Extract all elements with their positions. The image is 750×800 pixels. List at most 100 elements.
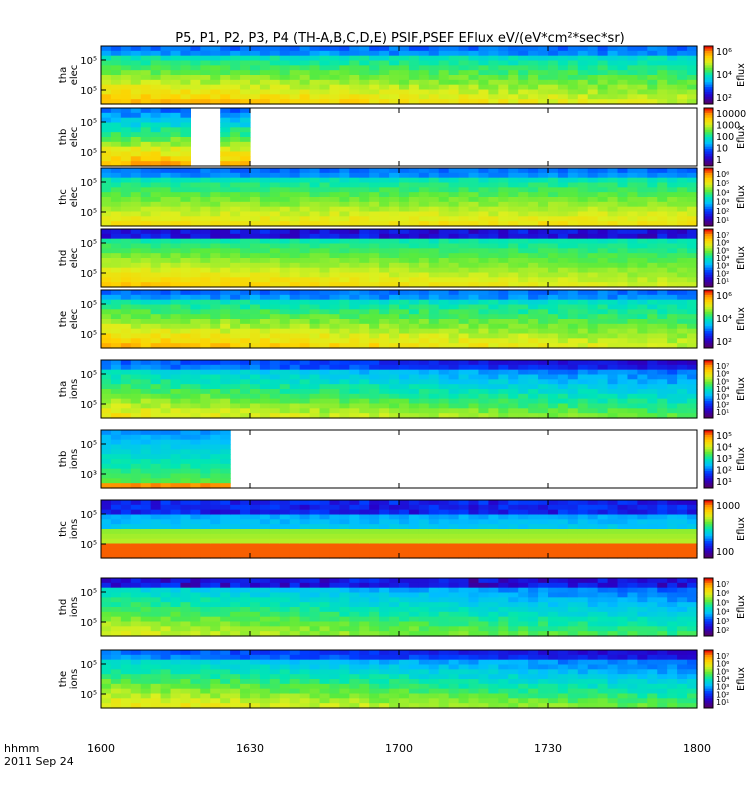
heatmap-cell (687, 323, 698, 330)
heatmap-cell (687, 243, 698, 249)
heatmap-cell (428, 216, 440, 222)
heatmap-cell (269, 529, 281, 535)
heatmap-cell (309, 192, 321, 198)
colorbar-segment (704, 99, 713, 103)
heatmap-cell (120, 75, 132, 81)
heatmap-cell (667, 379, 678, 385)
heatmap-cell (478, 99, 489, 105)
heatmap-cell (687, 514, 698, 520)
heatmap-cell (120, 243, 132, 249)
heatmap-cell (130, 267, 142, 274)
heatmap-cell (557, 206, 569, 213)
heatmap-cell (130, 229, 142, 235)
heatmap-cell (379, 65, 390, 71)
heatmap-cell (587, 548, 599, 554)
heatmap-cell (389, 509, 400, 516)
heatmap-cell (319, 398, 331, 405)
heatmap-cell (577, 514, 589, 520)
colorbar-segment (704, 184, 713, 188)
heatmap-cell (140, 75, 152, 81)
heatmap-cell (657, 60, 668, 66)
heatmap-cell (667, 192, 678, 198)
heatmap-cell (101, 221, 112, 227)
heatmap-cell (180, 46, 191, 52)
heatmap-cell (637, 262, 648, 269)
heatmap-cell (180, 272, 191, 278)
heatmap-cell (240, 333, 251, 339)
heatmap-cell (557, 50, 569, 57)
heatmap-cell (319, 384, 331, 390)
heatmap-cell (389, 398, 400, 405)
heatmap-cell (657, 524, 668, 530)
heatmap-cell (428, 533, 440, 540)
heatmap-cell (627, 211, 638, 217)
heatmap-cell (210, 258, 221, 264)
heatmap-cell (617, 99, 629, 105)
heatmap-cell (299, 168, 311, 174)
heatmap-cell (637, 538, 648, 545)
heatmap-cell (349, 323, 360, 330)
heatmap-cell (577, 360, 589, 366)
heatmap-cell (587, 364, 599, 371)
heatmap-cell (488, 413, 499, 419)
heatmap-cell (319, 50, 331, 57)
heatmap-cell (428, 413, 440, 419)
colorbar-segment (704, 75, 713, 78)
heatmap-cell (379, 182, 390, 188)
heatmap-cell (518, 94, 529, 100)
heatmap-cell (130, 444, 142, 450)
heatmap-cell (110, 201, 122, 208)
heatmap-cell (458, 338, 470, 344)
heatmap-cell (190, 272, 201, 278)
heatmap-cell (577, 504, 589, 511)
heatmap-cell (657, 379, 668, 385)
heatmap-cell (567, 75, 579, 81)
heatmap-cell (160, 156, 172, 162)
colorbar-tick-label: 10⁶ (716, 239, 729, 248)
heatmap-cell (647, 243, 658, 249)
heatmap-cell (408, 553, 420, 559)
heatmap-cell (518, 282, 529, 288)
heatmap-cell (200, 408, 211, 414)
heatmap-cell (508, 282, 519, 288)
heatmap-cell (200, 248, 211, 254)
heatmap-cell (548, 328, 559, 335)
heatmap-cell (587, 360, 599, 366)
heatmap-cell (150, 434, 162, 441)
heatmap-cell (438, 65, 450, 71)
heatmap-cell (339, 333, 350, 339)
heatmap-cell (518, 201, 529, 208)
heatmap-cell (110, 112, 122, 119)
heatmap-cell (597, 70, 609, 76)
heatmap-cell (240, 543, 251, 549)
heatmap-cell (210, 277, 221, 283)
heatmap-cell (369, 548, 380, 554)
heatmap-cell (160, 538, 172, 545)
heatmap-cell (349, 328, 360, 335)
heatmap-cell (180, 201, 191, 208)
heatmap-cell (259, 70, 271, 76)
heatmap-cell (230, 500, 241, 506)
heatmap-cell (448, 413, 460, 419)
heatmap-cell (101, 463, 112, 470)
heatmap-cell (508, 519, 519, 525)
heatmap-cell (597, 333, 609, 339)
heatmap-cell (667, 338, 678, 344)
colorbar-tick-label: 10⁵ (716, 377, 729, 386)
y-tick-label: 10⁵ (80, 540, 97, 551)
heatmap-cell (329, 79, 340, 86)
heatmap-cell (130, 55, 142, 62)
heatmap-cell (110, 319, 122, 325)
heatmap-cell (627, 533, 638, 540)
heatmap-cell (428, 304, 440, 310)
heatmap-cell (369, 533, 380, 540)
heatmap-cell (478, 201, 489, 208)
heatmap-cell (418, 290, 430, 296)
heatmap-cell (518, 314, 529, 320)
heatmap-cell (597, 514, 609, 520)
heatmap-cell (448, 233, 460, 240)
heatmap-cell (508, 364, 519, 371)
heatmap-cell (548, 206, 559, 213)
heatmap-cell (269, 187, 281, 193)
heatmap-cell (339, 393, 350, 400)
